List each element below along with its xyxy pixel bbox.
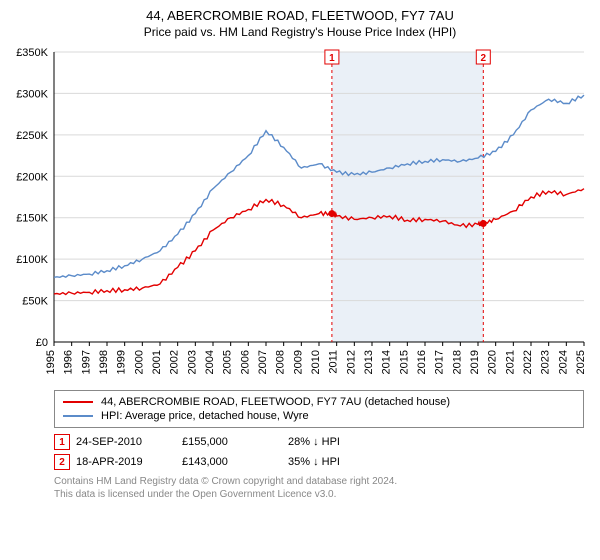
- svg-text:2009: 2009: [292, 350, 304, 374]
- svg-text:2013: 2013: [363, 350, 375, 374]
- svg-text:2023: 2023: [540, 350, 552, 374]
- legend-row: HPI: Average price, detached house, Wyre: [63, 409, 575, 423]
- svg-text:2024: 2024: [557, 350, 569, 374]
- svg-text:£200K: £200K: [16, 172, 48, 184]
- svg-text:1996: 1996: [63, 350, 75, 374]
- svg-text:2003: 2003: [186, 350, 198, 374]
- svg-text:2: 2: [481, 53, 487, 64]
- svg-text:2006: 2006: [239, 350, 251, 374]
- svg-text:£50K: £50K: [22, 296, 48, 308]
- svg-text:2021: 2021: [504, 350, 516, 374]
- legend-row: 44, ABERCROMBIE ROAD, FLEETWOOD, FY7 7AU…: [63, 395, 575, 409]
- svg-text:£100K: £100K: [16, 255, 48, 267]
- svg-text:£300K: £300K: [16, 89, 48, 101]
- svg-text:1998: 1998: [98, 350, 110, 374]
- svg-text:2010: 2010: [310, 350, 322, 374]
- transaction-price: £155,000: [182, 436, 282, 448]
- transaction-marker: 1: [54, 434, 70, 450]
- footer-line1: Contains HM Land Registry data © Crown c…: [54, 476, 584, 489]
- svg-text:2019: 2019: [469, 350, 481, 374]
- transaction-marker: 2: [54, 454, 70, 470]
- transaction-vs-hpi: 28% ↓ HPI: [288, 436, 348, 448]
- transaction-vs-hpi: 35% ↓ HPI: [288, 456, 348, 468]
- legend-swatch: [63, 401, 93, 403]
- svg-text:1995: 1995: [45, 350, 57, 374]
- svg-text:1999: 1999: [116, 350, 128, 374]
- svg-text:1: 1: [329, 53, 335, 64]
- legend-swatch: [63, 415, 93, 417]
- svg-text:2017: 2017: [434, 350, 446, 374]
- svg-text:2007: 2007: [257, 350, 269, 374]
- chart-title: 44, ABERCROMBIE ROAD, FLEETWOOD, FY7 7AU: [6, 8, 594, 25]
- svg-text:2012: 2012: [345, 350, 357, 374]
- legend-label: 44, ABERCROMBIE ROAD, FLEETWOOD, FY7 7AU…: [101, 396, 450, 408]
- transaction-price: £143,000: [182, 456, 282, 468]
- transaction-date: 24-SEP-2010: [76, 436, 176, 448]
- svg-text:2008: 2008: [275, 350, 287, 374]
- svg-text:£150K: £150K: [16, 213, 48, 225]
- svg-text:2011: 2011: [328, 350, 340, 374]
- footer-attribution: Contains HM Land Registry data © Crown c…: [54, 476, 584, 501]
- transaction-row: 1 24-SEP-2010 £155,000 28% ↓ HPI: [54, 432, 584, 452]
- svg-text:2002: 2002: [169, 350, 181, 374]
- footer-line2: This data is licensed under the Open Gov…: [54, 489, 584, 502]
- svg-text:2005: 2005: [222, 350, 234, 374]
- svg-text:2018: 2018: [451, 350, 463, 374]
- svg-text:2025: 2025: [575, 350, 587, 374]
- svg-text:£0: £0: [36, 337, 48, 349]
- transaction-date: 18-APR-2019: [76, 456, 176, 468]
- legend-label: HPI: Average price, detached house, Wyre: [101, 410, 309, 422]
- svg-text:2001: 2001: [151, 350, 163, 374]
- svg-text:1997: 1997: [80, 350, 92, 374]
- svg-text:2014: 2014: [381, 350, 393, 374]
- chart-subtitle: Price paid vs. HM Land Registry's House …: [6, 25, 594, 41]
- transactions-table: 1 24-SEP-2010 £155,000 28% ↓ HPI 2 18-APR-201…: [54, 432, 584, 472]
- svg-text:2004: 2004: [204, 350, 216, 374]
- svg-text:£350K: £350K: [16, 47, 48, 59]
- svg-text:£250K: £250K: [16, 130, 48, 142]
- legend: 44, ABERCROMBIE ROAD, FLEETWOOD, FY7 7AU…: [54, 390, 584, 428]
- svg-text:2016: 2016: [416, 350, 428, 374]
- svg-text:2000: 2000: [133, 350, 145, 374]
- svg-text:2020: 2020: [487, 350, 499, 374]
- price-chart: £0 £50K £100K £150K £200K £250K £300K £350K 1995…: [6, 46, 594, 386]
- svg-text:2022: 2022: [522, 350, 534, 374]
- transaction-row: 2 18-APR-2019 £143,000 35% ↓ HPI: [54, 452, 584, 472]
- svg-text:2015: 2015: [398, 350, 410, 374]
